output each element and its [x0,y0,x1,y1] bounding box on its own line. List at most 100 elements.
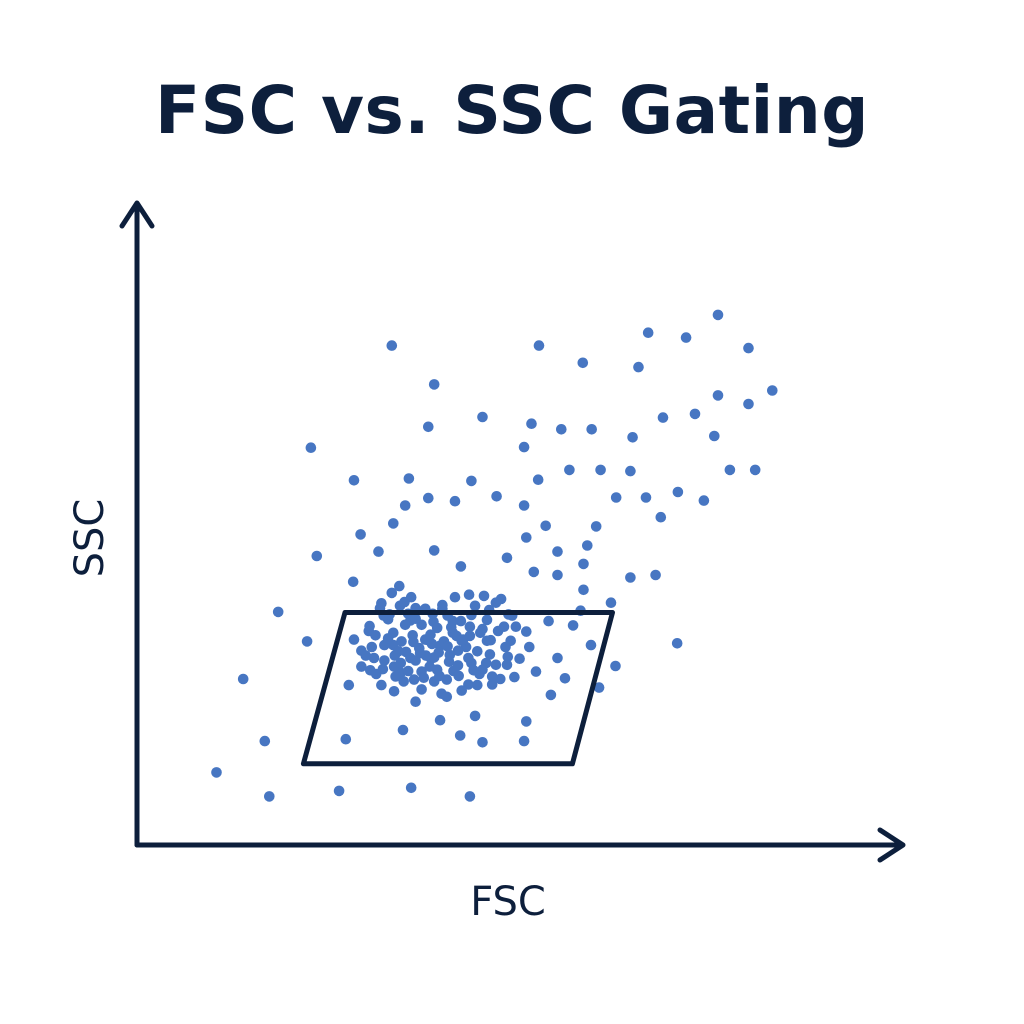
data-point [605,597,617,608]
data-point [414,647,426,659]
data-point [348,634,360,645]
data-point [394,580,405,592]
data-point [655,511,667,523]
data-point [446,622,457,633]
data-point [743,342,754,354]
data-point [396,636,407,647]
data-point [552,652,563,664]
data-point [211,767,222,778]
data-point [743,398,754,410]
data-point [767,385,778,396]
data-point [680,332,692,343]
data-point [590,521,602,532]
data-point [452,645,464,656]
data-point [524,641,535,653]
data-point [426,638,438,650]
data-point [671,638,683,649]
data-point [403,473,415,484]
data-point [464,621,476,632]
data-point [552,546,563,557]
data-point [395,657,407,669]
data-point [477,411,488,423]
data-point [431,622,443,634]
data-point [455,615,467,627]
data-point [593,682,605,693]
data-point [610,660,621,672]
data-point [399,500,411,511]
data-point [521,626,532,637]
data-point [498,621,510,632]
data-point [402,665,414,677]
data-point [586,424,597,435]
data-point [428,379,440,390]
data-point [390,671,401,682]
data-point [405,782,417,794]
data-point [410,696,421,707]
data-point [518,500,530,511]
data-point [305,442,317,454]
data-point [500,641,511,653]
data-point [625,572,636,583]
data-point [650,569,661,581]
data-point [423,492,434,504]
data-point [480,657,492,669]
data-point [472,646,483,657]
data-point [455,561,467,572]
data-point [521,532,532,543]
x-axis-arrow-icon [877,827,906,863]
data-point [388,518,399,529]
data-point [434,714,446,726]
y-axis-label: SSC [67,499,113,578]
data-point [356,661,367,672]
data-point [355,529,366,540]
data-point [389,650,401,661]
data-point [672,486,684,498]
data-point [585,639,597,651]
data-point [559,673,571,684]
data-point [366,641,378,653]
data-point [526,418,537,430]
data-point [528,566,540,578]
data-point [642,327,654,339]
data-point [399,619,411,631]
data-point [441,691,453,703]
data-point [408,674,420,685]
data-point [486,679,498,690]
data-point [400,646,412,658]
data-point [333,785,345,797]
data-point [388,686,400,697]
data-point [552,569,563,581]
data-point [502,651,514,663]
data-point [625,465,636,477]
data-point [425,629,436,640]
data-point [457,634,469,645]
data-point [437,599,448,611]
points-layer [211,309,778,802]
data-point [443,656,455,667]
data-point [408,636,419,648]
data-point [364,620,375,632]
data-point [433,647,445,658]
data-point [449,591,461,603]
data-point [477,737,488,748]
data-point [301,636,313,647]
data-point [712,390,724,401]
data-point [376,598,387,609]
data-point [478,590,490,602]
data-point [423,421,434,433]
data-point [501,659,513,671]
data-point [264,791,275,802]
data-point [340,733,352,745]
data-point [442,641,453,652]
gate-polygon[interactable] [300,610,615,767]
data-point [368,652,380,664]
data-point [434,670,445,682]
data-point [712,309,724,321]
data-point [657,412,669,423]
data-point [578,558,589,570]
data-point [564,464,575,476]
data-point [416,684,427,695]
data-point [469,600,481,612]
data-point [418,672,430,683]
data-point [428,545,440,556]
